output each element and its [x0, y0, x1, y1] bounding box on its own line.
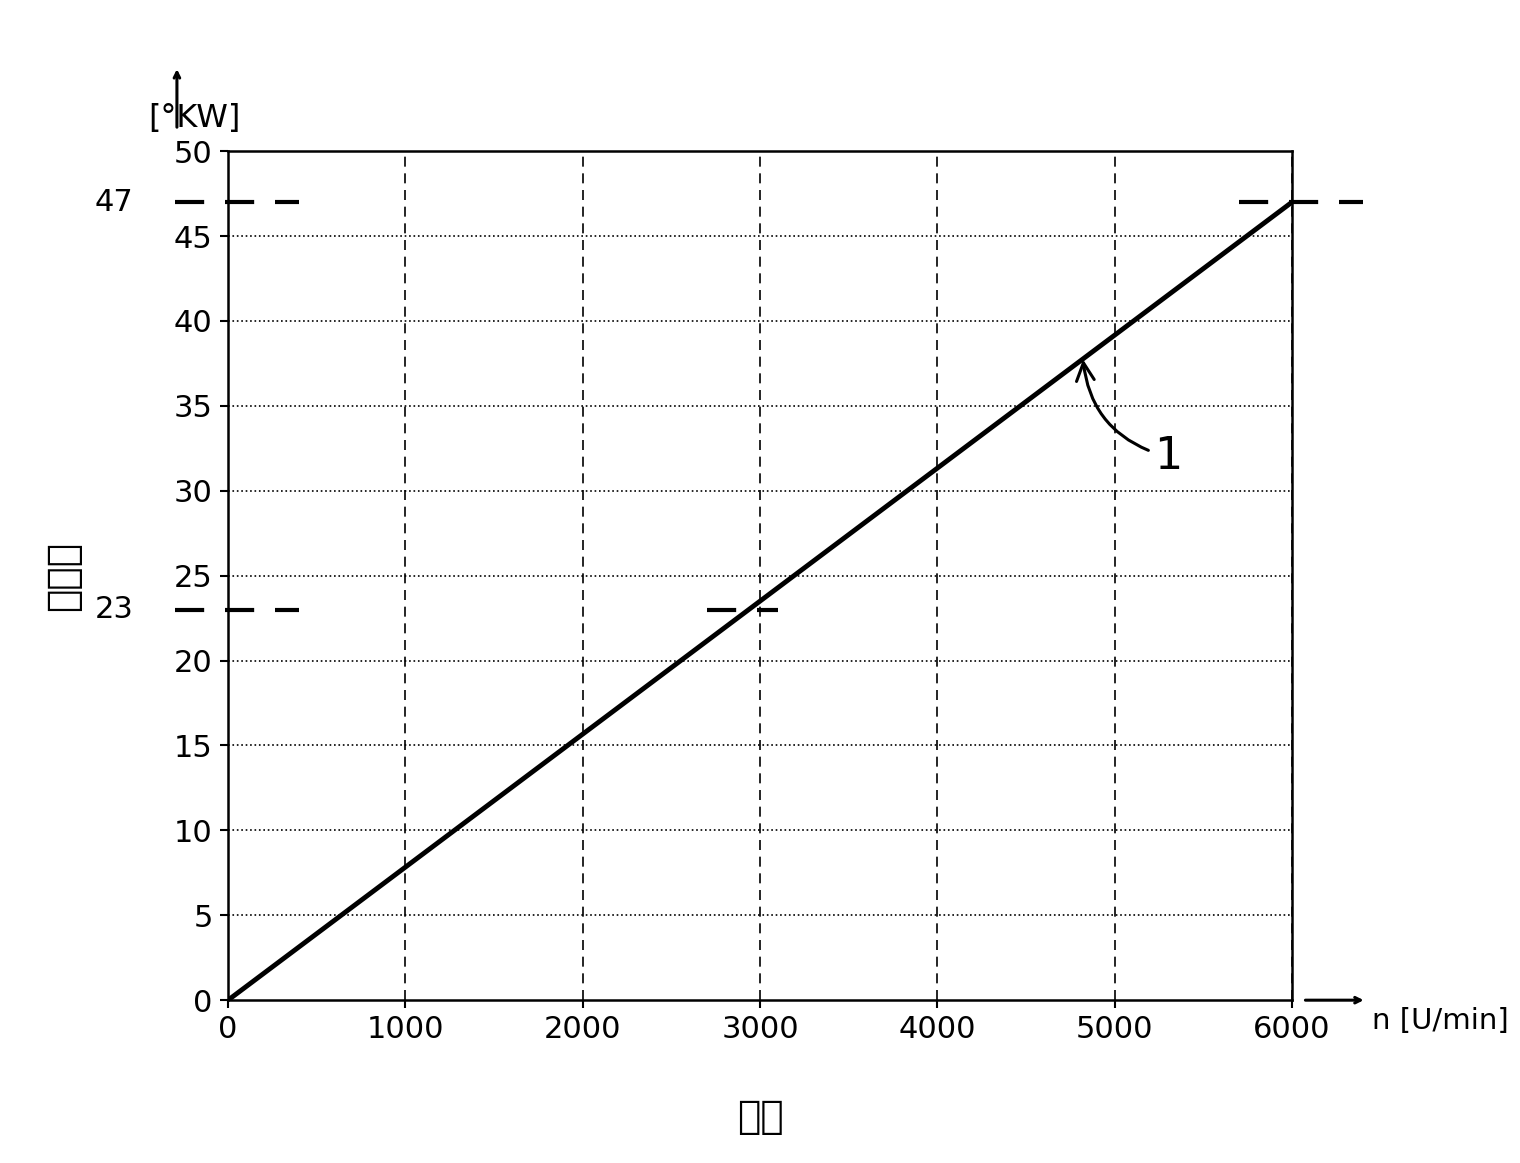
Text: 47: 47	[94, 187, 134, 216]
Text: 1: 1	[1076, 363, 1183, 478]
Text: n [U/min]: n [U/min]	[1371, 1007, 1508, 1035]
Text: 调整角: 调整角	[44, 541, 82, 611]
Text: 转速: 转速	[737, 1098, 783, 1136]
Text: 23: 23	[94, 595, 134, 625]
Text: [°KW]: [°KW]	[147, 104, 240, 134]
